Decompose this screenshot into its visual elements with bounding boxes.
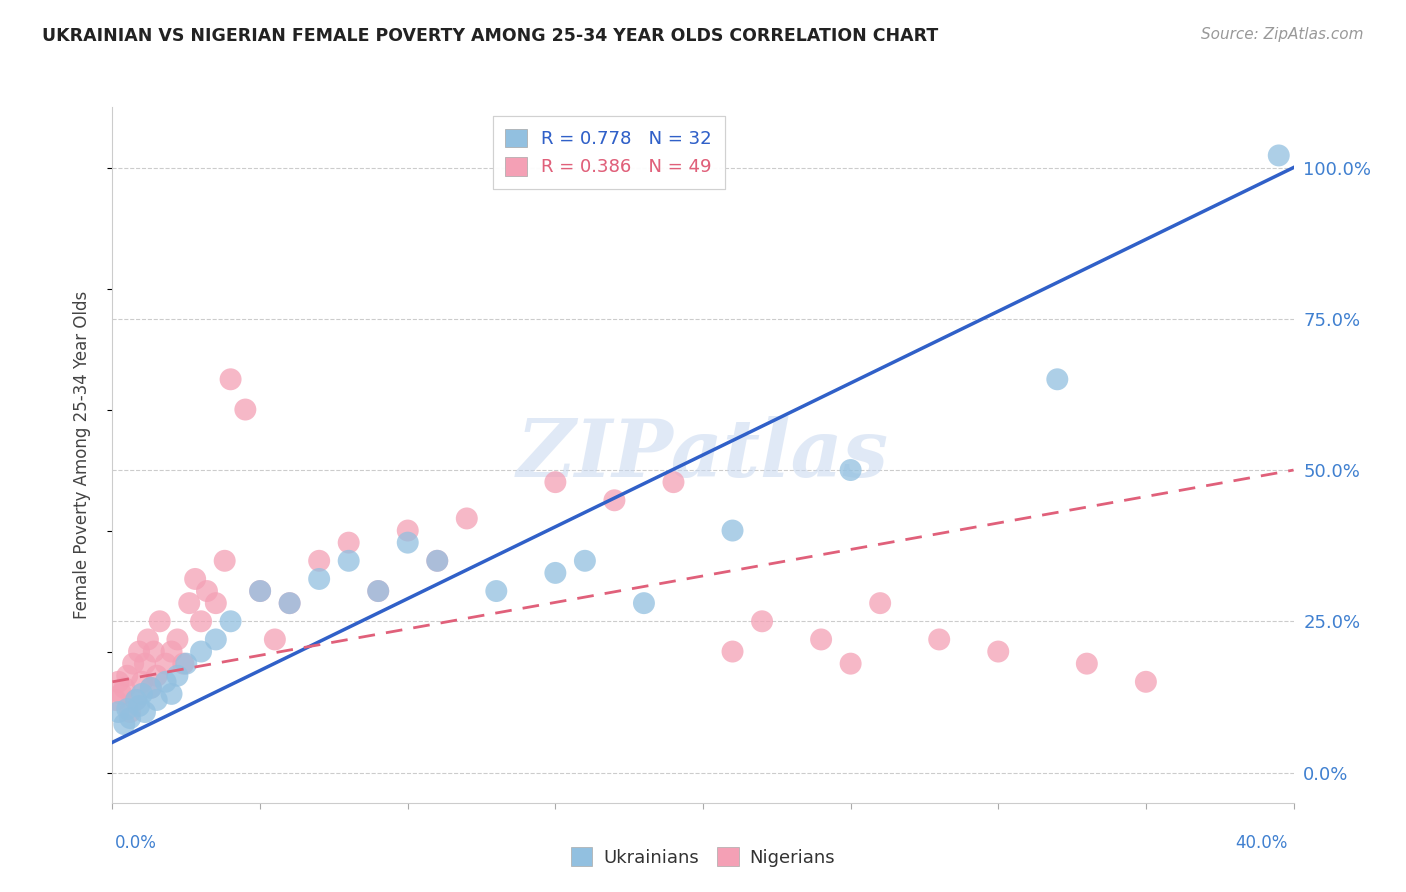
Point	[219, 372, 242, 386]
Point	[928, 632, 950, 647]
Point	[172, 657, 194, 671]
Point	[662, 475, 685, 490]
Point	[308, 554, 330, 568]
Point	[120, 711, 142, 725]
Point	[160, 644, 183, 658]
Point	[160, 687, 183, 701]
Point	[166, 632, 188, 647]
Point	[337, 535, 360, 549]
Point	[869, 596, 891, 610]
Point	[142, 644, 165, 658]
Point	[1046, 372, 1069, 386]
Point	[146, 693, 169, 707]
Text: Source: ZipAtlas.com: Source: ZipAtlas.com	[1201, 27, 1364, 42]
Text: ZIPatlas: ZIPatlas	[517, 417, 889, 493]
Point	[104, 693, 127, 707]
Point	[633, 596, 655, 610]
Point	[125, 693, 148, 707]
Point	[190, 615, 212, 629]
Point	[117, 702, 138, 716]
Point	[149, 615, 172, 629]
Point	[367, 584, 389, 599]
Point	[721, 644, 744, 658]
Point	[485, 584, 508, 599]
Point	[190, 644, 212, 658]
Point	[139, 681, 162, 695]
Point	[146, 669, 169, 683]
Point	[337, 554, 360, 568]
Point	[174, 657, 197, 671]
Point	[122, 657, 145, 671]
Point	[721, 524, 744, 538]
Point	[155, 657, 177, 671]
Point	[179, 596, 201, 610]
Legend: Ukrainians, Nigerians: Ukrainians, Nigerians	[564, 840, 842, 874]
Text: UKRAINIAN VS NIGERIAN FEMALE POVERTY AMONG 25-34 YEAR OLDS CORRELATION CHART: UKRAINIAN VS NIGERIAN FEMALE POVERTY AMO…	[42, 27, 938, 45]
Point	[264, 632, 287, 647]
Point	[120, 705, 142, 719]
Point	[166, 669, 188, 683]
Point	[278, 596, 301, 610]
Point	[134, 657, 156, 671]
Point	[205, 596, 228, 610]
Text: 0.0%: 0.0%	[115, 834, 157, 852]
Point	[544, 566, 567, 580]
Point	[131, 687, 153, 701]
Point	[426, 554, 449, 568]
Point	[987, 644, 1010, 658]
Point	[195, 584, 218, 599]
Legend: R = 0.778   N = 32, R = 0.386   N = 49: R = 0.778 N = 32, R = 0.386 N = 49	[492, 116, 724, 189]
Point	[128, 644, 150, 658]
Point	[278, 596, 301, 610]
Point	[110, 687, 132, 701]
Point	[396, 524, 419, 538]
Point	[136, 632, 159, 647]
Point	[249, 584, 271, 599]
Point	[125, 693, 148, 707]
Point	[308, 572, 330, 586]
Point	[396, 535, 419, 549]
Point	[574, 554, 596, 568]
Point	[1135, 674, 1157, 689]
Point	[603, 493, 626, 508]
Point	[112, 717, 135, 731]
Point	[155, 674, 177, 689]
Point	[128, 698, 150, 713]
Point	[1268, 148, 1291, 162]
Point	[107, 674, 129, 689]
Point	[214, 554, 236, 568]
Y-axis label: Female Poverty Among 25-34 Year Olds: Female Poverty Among 25-34 Year Olds	[73, 291, 91, 619]
Point	[117, 669, 138, 683]
Point	[751, 615, 773, 629]
Point	[184, 572, 207, 586]
Point	[426, 554, 449, 568]
Point	[839, 657, 862, 671]
Point	[205, 632, 228, 647]
Point	[456, 511, 478, 525]
Point	[112, 681, 135, 695]
Point	[131, 674, 153, 689]
Point	[233, 402, 256, 417]
Point	[810, 632, 832, 647]
Point	[544, 475, 567, 490]
Point	[249, 584, 271, 599]
Point	[139, 681, 162, 695]
Point	[1076, 657, 1098, 671]
Point	[219, 615, 242, 629]
Point	[134, 705, 156, 719]
Point	[839, 463, 862, 477]
Point	[107, 705, 129, 719]
Point	[367, 584, 389, 599]
Text: 40.0%: 40.0%	[1236, 834, 1288, 852]
